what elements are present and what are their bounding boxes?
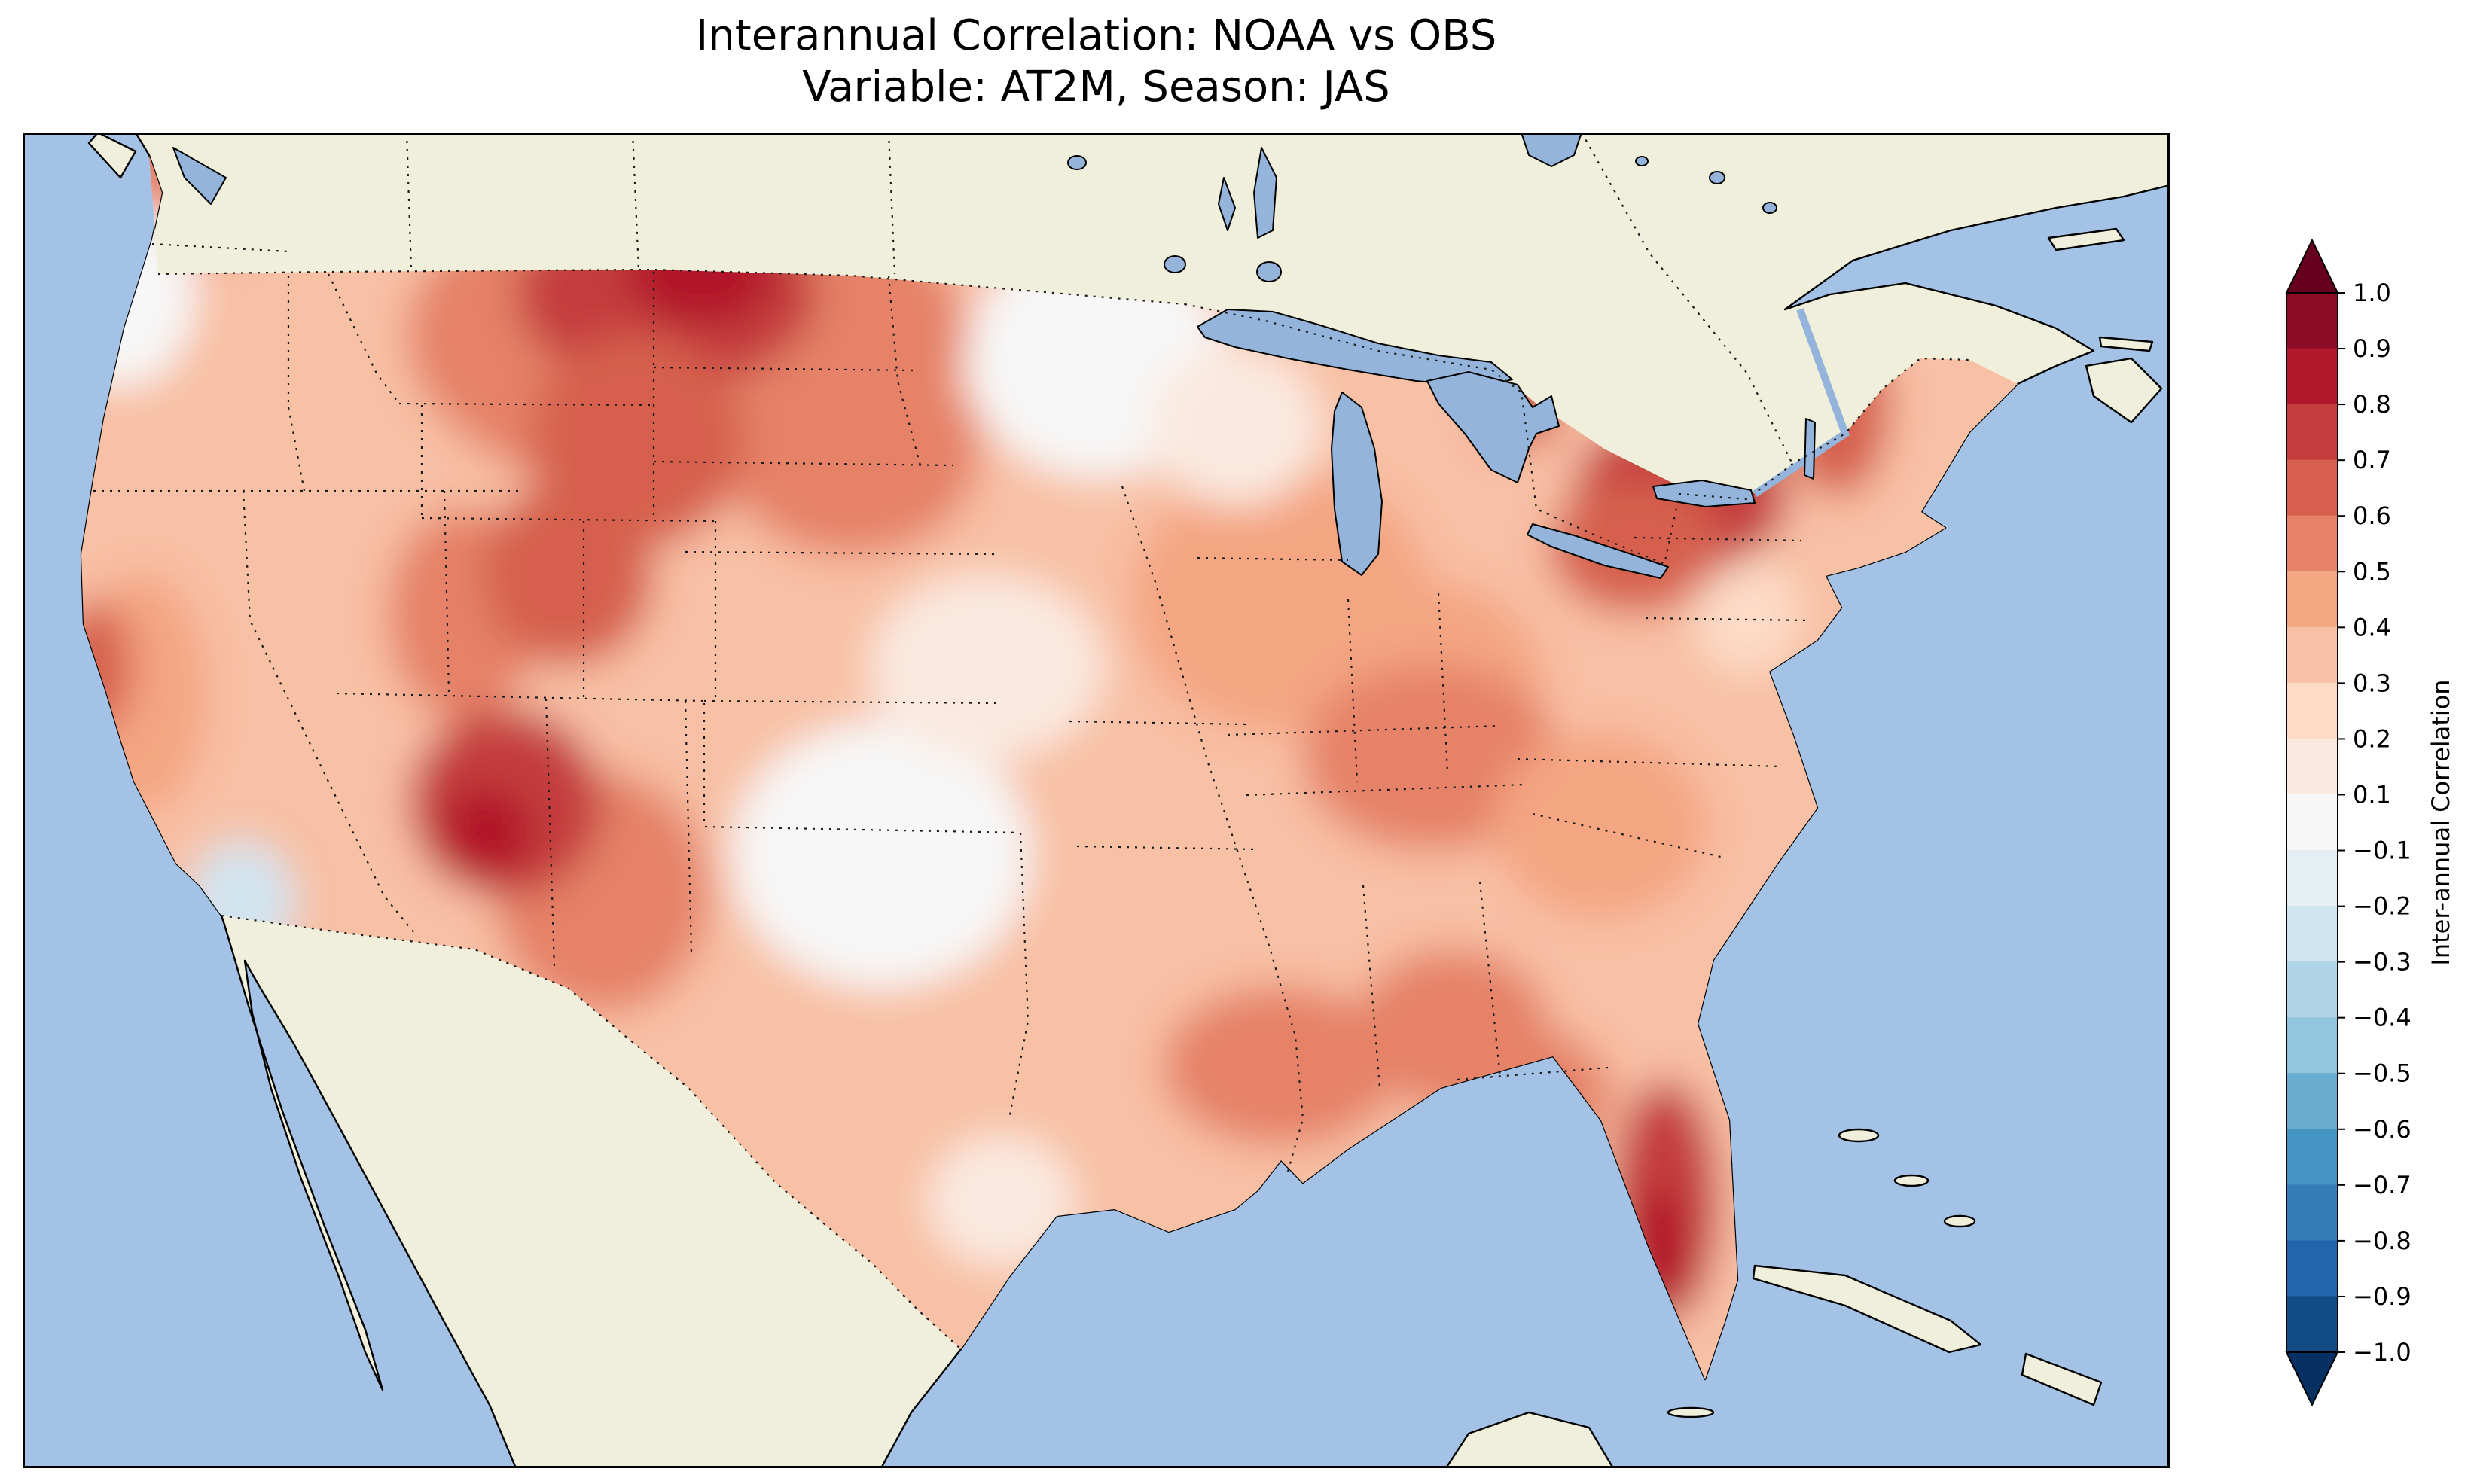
colorbar-tick-label: 1.0 <box>2353 279 2391 307</box>
cuba <box>1752 1264 1982 1354</box>
canadian-lake-2 <box>1709 171 1725 184</box>
colorbar-segment <box>2286 459 2338 517</box>
colorbar-segment <box>2286 961 2338 1019</box>
us-canada-border <box>157 268 1185 306</box>
colorbar-tick-label: 0.6 <box>2353 501 2391 530</box>
colorbar-outline <box>2286 292 2338 1353</box>
prince-edward-island <box>2098 336 2154 352</box>
colorbar-axis-label: Inter-annual Correlation <box>2427 679 2455 965</box>
lake-champlain <box>1804 418 1816 480</box>
colorbar-tick-label: −0.7 <box>2353 1171 2411 1199</box>
field-region-southeast-carolinas <box>1493 732 1709 919</box>
field-region-nebraska-dakota-east <box>722 342 981 556</box>
lake-michigan <box>1331 392 1383 576</box>
us-correlation-map <box>23 133 2170 1468</box>
colorbar-tick-label: −0.3 <box>2353 948 2411 977</box>
colorbar-segment <box>2286 794 2338 852</box>
colorbar-segment <box>2286 404 2338 461</box>
state-borders-group <box>93 242 1810 1172</box>
title-line-2: Variable: AT2M, Season: JAS <box>802 62 1390 111</box>
lake-erie <box>1527 523 1669 579</box>
colorbar-extend-high <box>2285 238 2339 294</box>
colorbar: 1.0 0.9 0.8 0.7 0.6 0.5 0.4 0.3 0.2 0.1 −0.1 −0.2 −0… <box>2285 238 2455 1407</box>
colorbar-segment <box>2286 1017 2338 1074</box>
field-region-wisconsin-light <box>1149 346 1322 507</box>
field-region-pennsylvania-dark <box>1549 480 1722 614</box>
colorbar-tick-label: −0.4 <box>2353 1004 2411 1032</box>
anticosti-island <box>2047 227 2125 251</box>
us-mexico-border <box>221 914 962 1350</box>
field-region-texas-central-white <box>731 721 1032 989</box>
colorbar-tick-label: 0.9 <box>2353 334 2391 363</box>
colorbar-tick-label: −0.9 <box>2353 1282 2411 1311</box>
colorbar-tick-label: −0.8 <box>2353 1227 2411 1255</box>
us-canada-border-lakes <box>1184 303 1970 565</box>
colorbar-segment <box>2286 571 2338 628</box>
lake-nipigon <box>1256 261 1282 282</box>
canada-provincial-border-4 <box>1581 133 1793 465</box>
lake-huron <box>1426 371 1560 483</box>
colorbar-tick-label: 0.8 <box>2353 390 2391 419</box>
field-region-colorado-rockies <box>482 480 654 667</box>
colorbar-tick-label: 0.4 <box>2353 613 2391 641</box>
field-region-appalachia-tennessee <box>1302 664 1560 852</box>
colorbar-segment <box>2286 348 2338 405</box>
figure-title: Interannual Correlation: NOAA vs OBS Var… <box>23 11 2170 113</box>
colorbar-tick-label: −0.1 <box>2353 836 2411 865</box>
st-lawrence-river <box>1753 308 1850 498</box>
colorbar-segment <box>2286 292 2338 349</box>
colorbar-segment <box>2286 1184 2338 1242</box>
lake-manitoba <box>1218 177 1236 231</box>
bahamas-island-3 <box>1943 1214 1976 1228</box>
field-region-gulf-coast-louisiana <box>1162 986 1399 1147</box>
colorbar-segment <box>2286 1129 2338 1186</box>
bahamas-island-2 <box>1893 1174 1929 1187</box>
colorbar-segment <box>2286 906 2338 963</box>
colorbar-tick-label: 0.1 <box>2353 780 2391 809</box>
field-region-kansas-white <box>868 573 1105 760</box>
colorbar-tick-label: −0.5 <box>2353 1059 2411 1088</box>
colorbar-tick-label: 0.3 <box>2353 669 2391 697</box>
yucatan-peninsula <box>1444 1411 1615 1468</box>
colorbar-segment <box>2286 850 2338 907</box>
lake-superior <box>1197 309 1513 388</box>
colorbar-tick-label: 0.7 <box>2353 446 2391 474</box>
colorbar-tick-label: −0.2 <box>2353 892 2411 921</box>
field-region-arizona-core <box>439 785 534 879</box>
title-line-1: Interannual Correlation: NOAA vs OBS <box>695 11 1497 60</box>
lake-winnipeg <box>1253 147 1277 239</box>
lake-ontario <box>1652 480 1756 507</box>
field-region-mid-atlantic-light <box>1693 554 1801 675</box>
lakes-group <box>172 133 1850 579</box>
bahamas-island-1 <box>1838 1128 1880 1143</box>
colorbar-tick-label: −0.6 <box>2353 1115 2411 1144</box>
field-region-texas-coast-light <box>926 1134 1077 1268</box>
colorbar-segment <box>2286 682 2338 739</box>
james-bay <box>1521 133 1582 167</box>
lake-of-the-woods <box>1164 255 1186 273</box>
canada-provincial-border-3 <box>887 133 896 275</box>
canadian-lake-4 <box>1635 156 1649 166</box>
puget-sound <box>172 147 227 205</box>
colorbar-extend-low <box>2285 1351 2339 1407</box>
hispaniola-partial <box>2021 1352 2103 1406</box>
colorbar-tick-label: 0.5 <box>2353 557 2391 586</box>
colorbar-tick-label: 0.2 <box>2353 724 2391 753</box>
canadian-lake-3 <box>1762 202 1777 214</box>
colorbar-segment <box>2286 515 2338 572</box>
colorbar-segment <box>2286 1296 2338 1353</box>
colorbar-segment <box>2286 1240 2338 1297</box>
colorbar-segment <box>2286 1073 2338 1130</box>
colorbar-tick-label: −1.0 <box>2353 1338 2411 1367</box>
colorbar-segment <box>2286 738 2338 795</box>
colorbar-segment <box>2286 626 2338 684</box>
nova-scotia <box>2085 357 2163 424</box>
vancouver-island <box>87 133 137 179</box>
canadian-lake-1 <box>1067 155 1087 170</box>
map-frame-border <box>23 133 2170 1468</box>
florida-keys <box>1667 1406 1715 1418</box>
national-borders-group <box>157 133 1970 1350</box>
